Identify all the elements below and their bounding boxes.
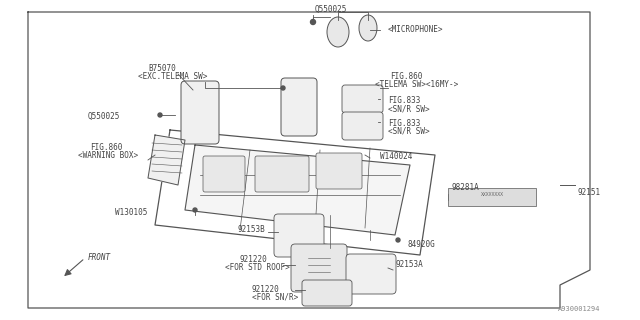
Text: W140024: W140024 [380,152,412,161]
Text: <WARNING BOX>: <WARNING BOX> [78,151,138,160]
Text: FIG.860: FIG.860 [90,143,122,152]
Text: 84920G: 84920G [408,240,436,249]
FancyBboxPatch shape [281,78,317,136]
Text: FRONT: FRONT [88,253,111,262]
FancyBboxPatch shape [316,153,362,189]
FancyBboxPatch shape [342,85,383,113]
Text: 921220: 921220 [252,285,280,294]
Text: 98281A: 98281A [452,183,480,192]
Text: 92153B: 92153B [238,225,266,234]
Ellipse shape [327,17,349,47]
Circle shape [310,20,316,25]
Polygon shape [148,135,185,185]
Ellipse shape [359,15,377,41]
Polygon shape [185,145,410,235]
FancyBboxPatch shape [346,254,396,294]
Text: Q550025: Q550025 [315,5,348,14]
Text: B75070: B75070 [148,64,176,73]
Text: FIG.860: FIG.860 [390,72,422,81]
FancyBboxPatch shape [181,81,219,144]
Circle shape [396,238,400,242]
Circle shape [158,113,162,117]
Text: Q550025: Q550025 [88,112,120,121]
Text: A930001294: A930001294 [557,306,600,312]
Text: 921220: 921220 [240,255,268,264]
Text: <FOR SN/R>: <FOR SN/R> [252,293,298,302]
FancyBboxPatch shape [274,214,324,257]
Bar [448,188,536,206]
Text: FIG.833: FIG.833 [388,119,420,128]
Circle shape [193,208,197,212]
Text: <FOR STD ROOF>: <FOR STD ROOF> [225,263,290,272]
FancyBboxPatch shape [255,156,309,192]
FancyBboxPatch shape [302,280,352,306]
Text: FIG.833: FIG.833 [388,96,420,105]
Text: <SN/R SW>: <SN/R SW> [388,104,429,113]
Text: XXXXXXXX: XXXXXXXX [481,192,504,197]
Text: <SN/R SW>: <SN/R SW> [388,127,429,136]
Text: <TELEMA SW><16MY->: <TELEMA SW><16MY-> [375,80,458,89]
Text: <EXC.TELEMA SW>: <EXC.TELEMA SW> [138,72,207,81]
FancyBboxPatch shape [203,156,245,192]
Text: W130105: W130105 [115,208,147,217]
FancyBboxPatch shape [291,244,347,292]
Circle shape [281,86,285,90]
Text: 92151: 92151 [578,188,601,197]
FancyBboxPatch shape [342,112,383,140]
Text: 92153A: 92153A [395,260,423,269]
Polygon shape [28,12,590,308]
Text: <MICROPHONE>: <MICROPHONE> [388,25,444,34]
